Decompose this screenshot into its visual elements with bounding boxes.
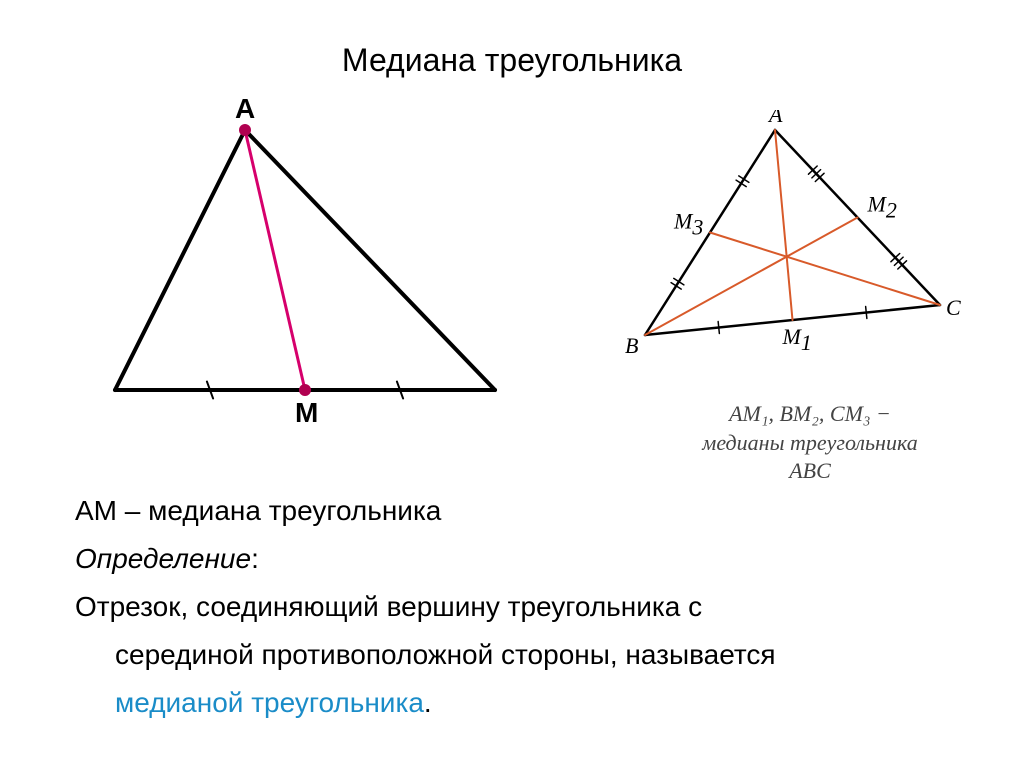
page-title: Медиана треугольника — [0, 42, 1024, 79]
body-line5-dot: . — [424, 687, 432, 718]
body-line5: медианой треугольника. — [75, 682, 955, 724]
svg-text:M2: M2 — [867, 192, 897, 223]
left-diagram: AM — [75, 90, 535, 450]
caption-line1: AM₁, BM₂, CM₃ − — [729, 401, 891, 426]
svg-text:M1: M1 — [782, 324, 812, 355]
body-text: AM – медиана треугольника Определение: О… — [75, 490, 955, 730]
svg-text:M3: M3 — [673, 209, 703, 240]
definition-colon: : — [251, 543, 259, 574]
svg-text:A: A — [235, 93, 255, 124]
body-line2: Определение: — [75, 538, 955, 580]
right-diagram: A B C M1 M2 M3 — [620, 110, 980, 450]
svg-text:A: A — [767, 110, 783, 127]
caption-line2: медианы треугольника — [702, 430, 917, 455]
svg-text:C: C — [946, 295, 961, 320]
page-root: Медиана треугольника AM ABCM1M2M3 AM₁, B… — [0, 0, 1024, 767]
caption-line3: ABC — [789, 458, 831, 483]
svg-text:M: M — [295, 397, 318, 428]
body-line1: AM – медиана треугольника — [75, 490, 955, 532]
right-caption: AM₁, BM₂, CM₃ − медианы треугольника ABC — [650, 400, 970, 486]
body-line4: серединой противоположной стороны, назыв… — [75, 634, 955, 676]
highlight-term: медианой треугольника — [115, 687, 424, 718]
svg-text:B: B — [625, 333, 638, 358]
definition-label: Определение — [75, 543, 251, 574]
body-line3: Отрезок, соединяющий вершину треугольник… — [75, 586, 955, 628]
right-svg: A B C M1 M2 M3 — [620, 110, 980, 390]
left-svg: AM — [75, 90, 535, 450]
